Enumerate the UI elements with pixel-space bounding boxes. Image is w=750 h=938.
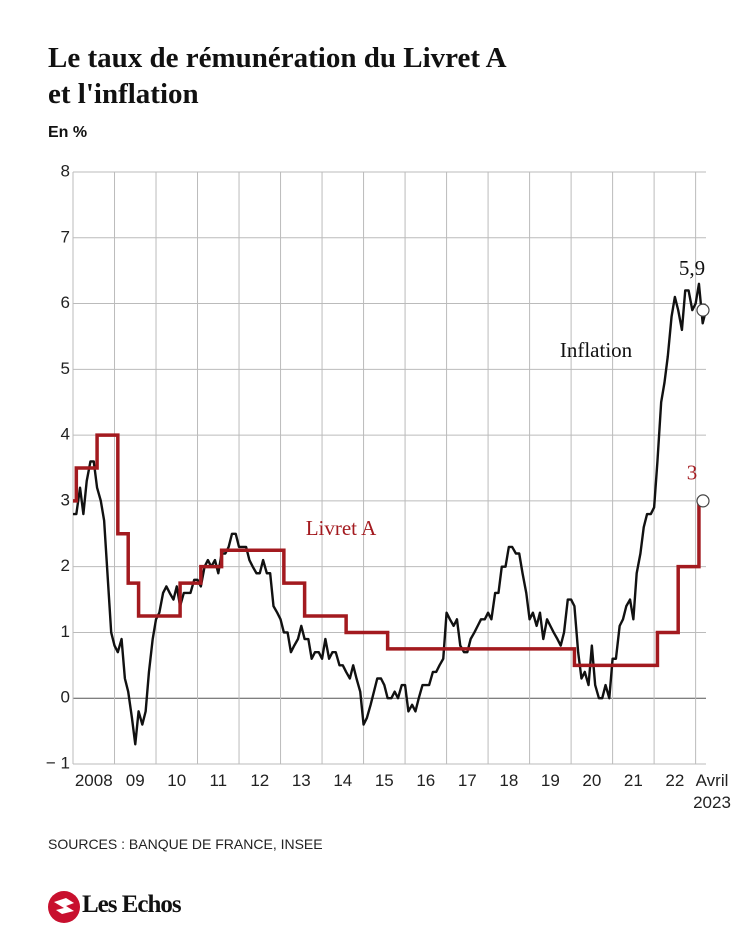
y-tick-label: 8: [61, 161, 70, 180]
x-tick-label: 11: [209, 771, 228, 790]
x-tick-label: 18: [499, 771, 519, 790]
x-tick-label: 09: [125, 771, 145, 790]
y-tick-label: 7: [61, 227, 70, 246]
series-label: Inflation: [560, 338, 633, 362]
y-tick-label: 2: [61, 556, 70, 575]
x-tick-label: 10: [167, 771, 187, 790]
subtitle: En %: [48, 124, 88, 141]
x-tick-label: 20: [582, 771, 602, 790]
y-tick-label: − 1: [46, 753, 70, 772]
series-line: [73, 433, 706, 668]
y-tick-label: 0: [61, 688, 70, 707]
x-tick-label: 22: [665, 771, 685, 790]
x-tick-label: 15: [374, 771, 394, 790]
y-tick-label: 6: [61, 293, 70, 312]
title-line: et l'inflation: [48, 78, 199, 110]
logo-text: Les Echos: [82, 891, 182, 918]
x-tick-label: 14: [333, 771, 353, 790]
end-marker: [696, 303, 710, 317]
x-tick-label: 13: [291, 771, 311, 790]
chart-title: Le taux de rémunération du Livret A et l…: [48, 40, 507, 112]
logo-glyph: [54, 898, 74, 914]
x-tick-label: 12: [250, 771, 270, 790]
y-tick-label: 5: [61, 359, 70, 378]
series-label: Livret A: [306, 516, 377, 540]
source: SOURCES : BANQUE DE FRANCE, INSEE: [48, 836, 323, 852]
x-tick-label: Avril 2023: [693, 771, 731, 812]
x-tick-label: 17: [457, 771, 477, 790]
y-tick-label: 4: [61, 425, 70, 444]
value-label: 5,9: [679, 256, 705, 280]
value-label: 3: [687, 461, 698, 485]
title-line: Le taux de rémunération du Livret A: [48, 42, 507, 74]
y-tick-label: 3: [61, 490, 70, 509]
y-tick-label: 1: [61, 622, 70, 641]
x-tick-label: 2008: [74, 771, 113, 790]
x-tick-label: 21: [623, 771, 643, 790]
x-tick-label: 19: [540, 771, 560, 790]
x-tick-label: 16: [416, 771, 436, 790]
end-marker: [696, 494, 710, 508]
